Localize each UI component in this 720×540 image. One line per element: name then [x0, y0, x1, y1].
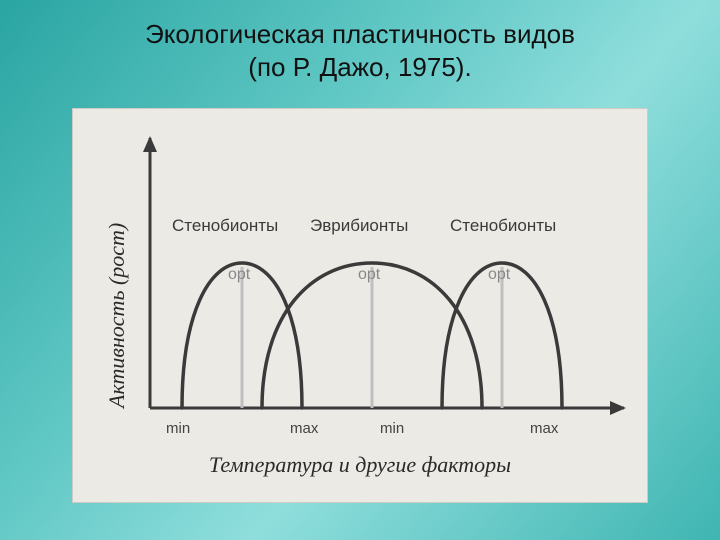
- x-tick-label-0: min: [166, 420, 190, 437]
- title-line-2: (по Р. Дажо, 1975).: [0, 51, 720, 84]
- x-tick-label-1: max: [290, 420, 318, 437]
- opt-label-1: opt: [358, 266, 380, 284]
- x-tick-label-2: min: [380, 420, 404, 437]
- curve-label-0: Стенобионты: [172, 216, 278, 236]
- curve-label-1: Эврибионты: [310, 216, 408, 236]
- opt-label-2: opt: [488, 266, 510, 284]
- x-axis-label: Температура и другие факторы: [72, 452, 648, 478]
- slide: Экологическая пластичность видов (по Р. …: [0, 0, 720, 540]
- plot-svg: [72, 108, 648, 503]
- x-tick-label-3: max: [530, 420, 558, 437]
- curve-label-2: Стенобионты: [450, 216, 556, 236]
- chart-panel: Активность (рост) СтенобионтыЭврибионтыС…: [72, 108, 648, 503]
- title-line-1: Экологическая пластичность видов: [0, 18, 720, 51]
- slide-title: Экологическая пластичность видов (по Р. …: [0, 18, 720, 83]
- opt-label-0: opt: [228, 266, 250, 284]
